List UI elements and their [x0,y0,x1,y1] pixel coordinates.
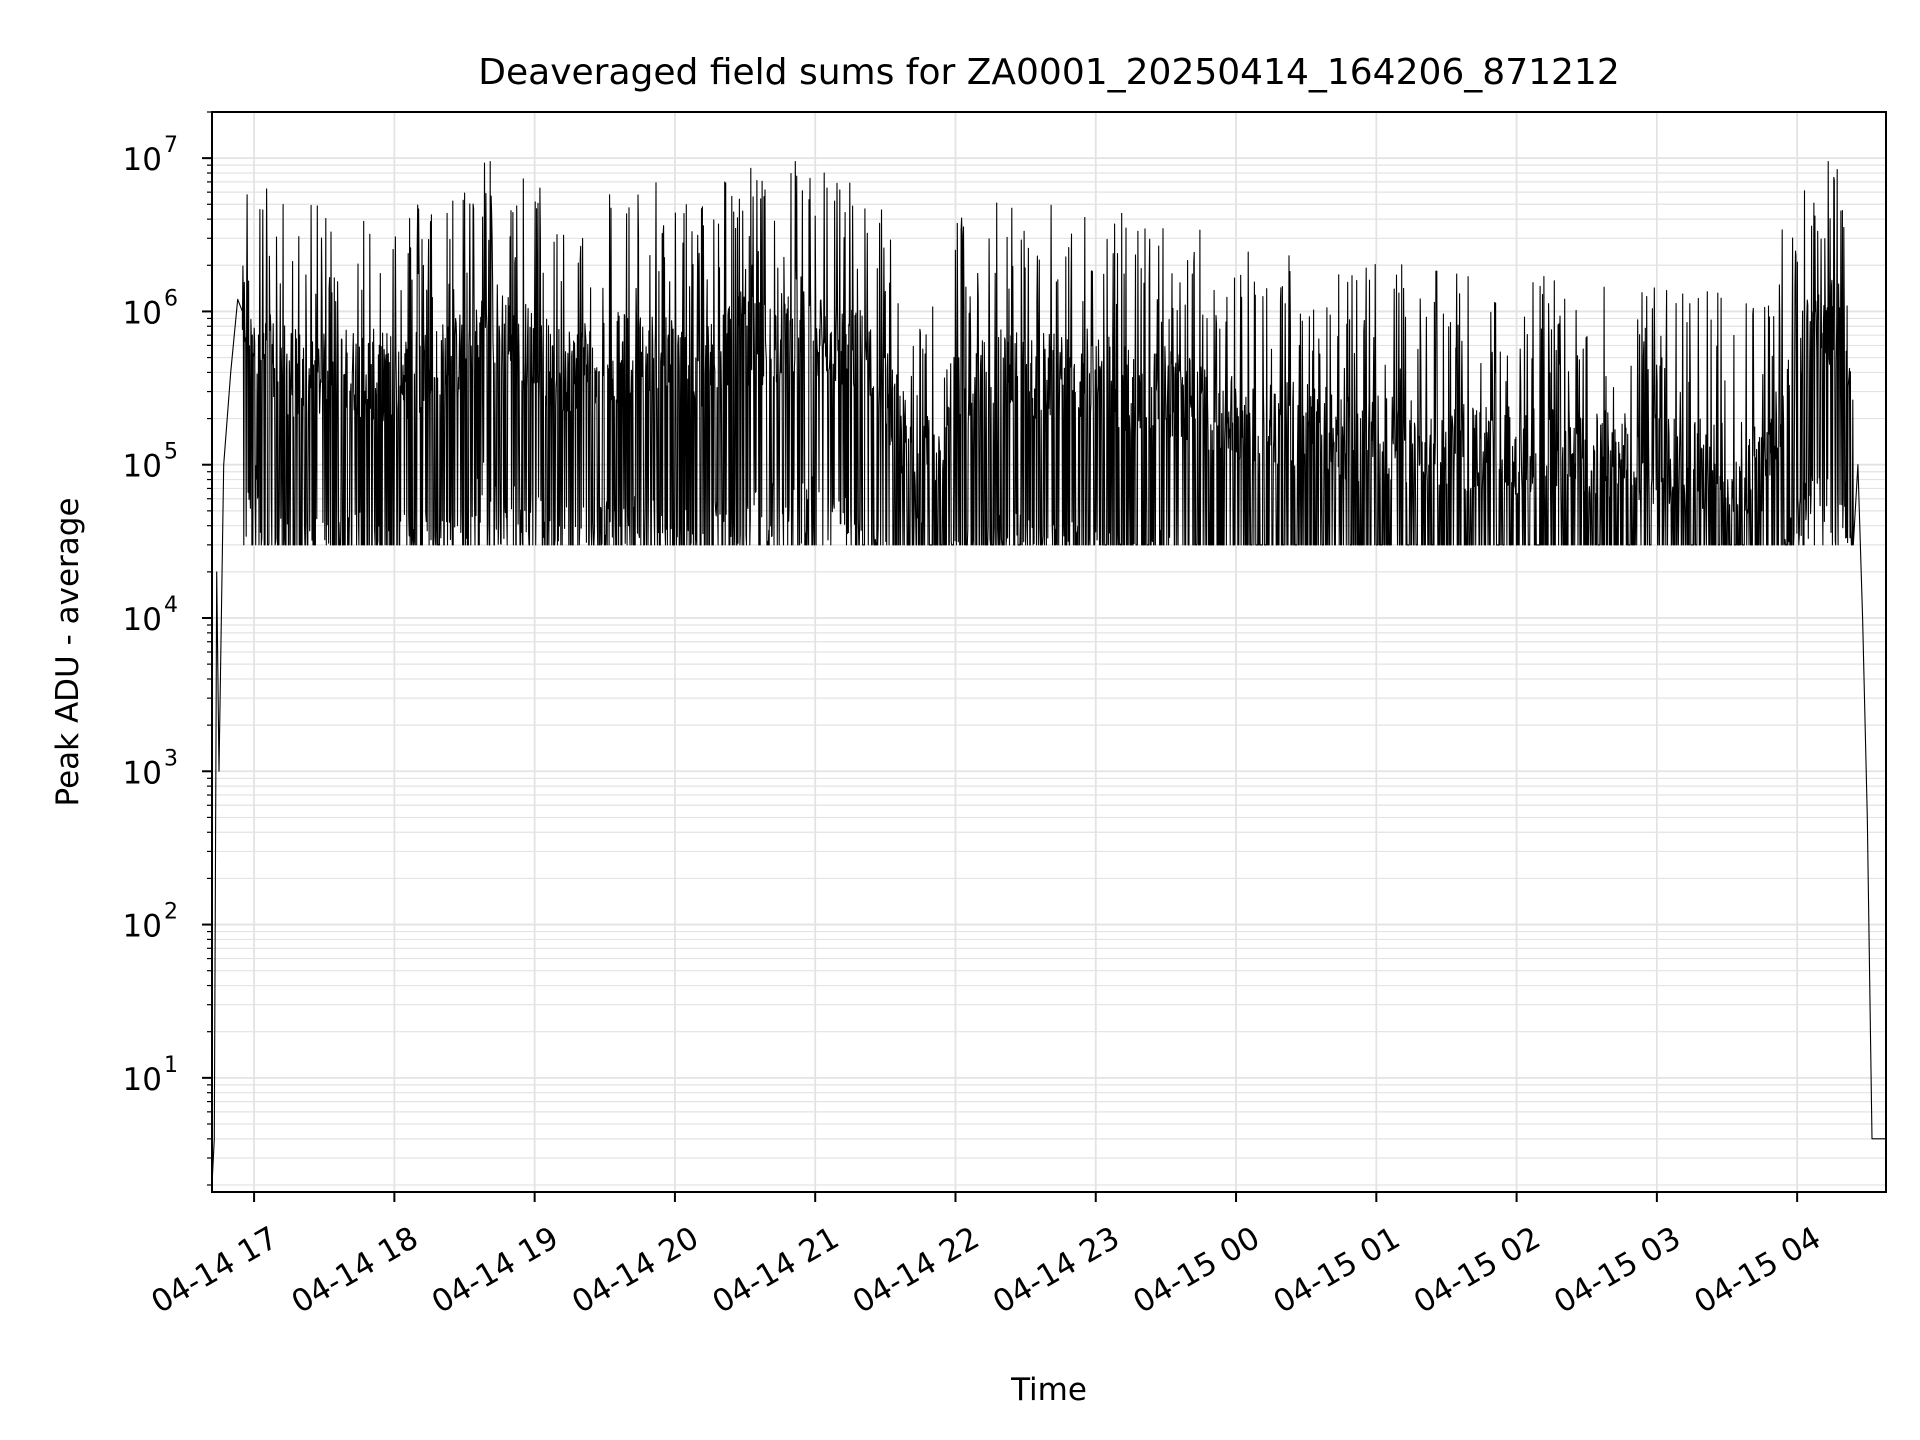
y-tick-exponent: 7 [164,133,178,158]
y-tick-base: 10 [123,142,162,178]
y-tick-base: 10 [123,449,162,485]
y-tick-exponent: 1 [164,1053,178,1078]
y-tick-exponent: 6 [164,286,178,311]
y-tick-exponent: 5 [164,440,178,465]
y-tick-label: 10 [123,909,162,945]
y-tick-exponent: 2 [164,900,178,925]
y-tick-label: 10 [123,142,162,178]
y-tick-label: 10 [123,449,162,485]
y-axis-label: Peak ADU - average [50,497,86,806]
y-tick-label: 10 [123,1062,162,1098]
y-tick-base: 10 [123,295,162,331]
series-line-0 [211,161,1886,1186]
y-tick-base: 10 [123,909,162,945]
y-tick-base: 10 [123,1062,162,1098]
y-tick-label: 10 [123,295,162,331]
y-tick-label: 10 [123,755,162,791]
x-axis-label: Time [1010,1372,1087,1408]
y-tick-exponent: 4 [164,593,178,618]
chart-title: Deaveraged field sums for ZA0001_2025041… [478,52,1619,93]
y-tick-label: 10 [123,602,162,638]
y-tick-exponent: 3 [164,746,178,771]
series-layer [211,161,1886,1186]
y-tick-base: 10 [123,602,162,638]
y-tick-base: 10 [123,755,162,791]
